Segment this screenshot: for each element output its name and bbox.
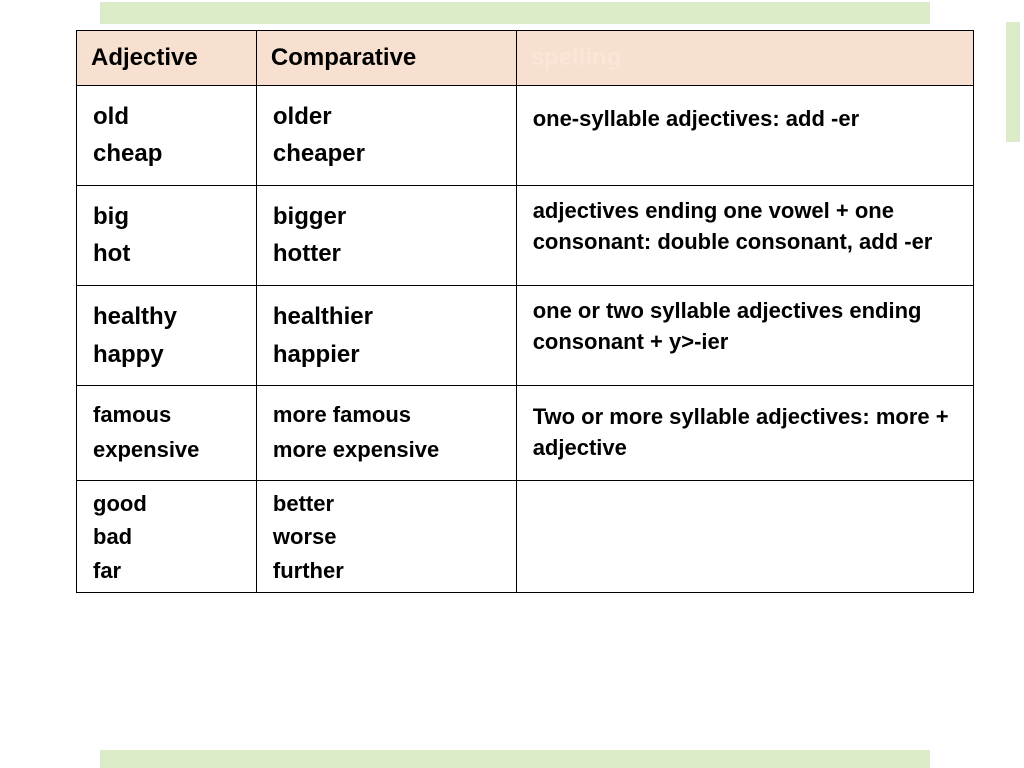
cell-comparative: better worse further [256,480,516,592]
table-row: old cheap older cheaper one-syllable adj… [77,85,974,185]
comparative-word: hotter [273,237,504,271]
comparative-word: healthier [273,300,504,334]
comparative-word: better [273,489,504,519]
cell-comparative: more famous more expensive [256,386,516,481]
comparative-word: happier [273,338,504,372]
comparative-word: bigger [273,200,504,234]
cell-adjective: big hot [77,185,257,285]
adjective-word: expensive [93,435,244,466]
adjective-word: happy [93,338,244,372]
adjective-word: bad [93,522,244,552]
cell-adjective: healthy happy [77,285,257,385]
cell-rule: one or two syllable adjectives ending co… [516,285,973,385]
rule-text: one-syllable adjectives: add -er [533,106,859,131]
rule-text: adjectives ending one vowel + one conson… [533,198,933,254]
cell-adjective: old cheap [77,85,257,185]
cell-comparative: healthier happier [256,285,516,385]
comparative-word: older [273,100,504,134]
cell-rule: one-syllable adjectives: add -er [516,85,973,185]
decoration-bar-bottom [100,750,930,768]
cell-rule: adjectives ending one vowel + one conson… [516,185,973,285]
adjective-word: cheap [93,137,244,171]
comparative-word: worse [273,522,504,552]
adjective-word: far [93,556,244,586]
table-row: good bad far better worse further [77,480,974,592]
comparatives-table: Adjective Comparative spelling old cheap… [76,30,974,593]
table-row: famous expensive more famous more expens… [77,386,974,481]
adjective-word: good [93,489,244,519]
adjective-word: hot [93,237,244,271]
header-spelling: spelling [516,31,973,86]
cell-rule: Two or more syllable adjectives: more + … [516,386,973,481]
decoration-bar-right [1006,22,1020,142]
decoration-bar-top [100,2,930,24]
rule-text: one or two syllable adjectives ending co… [533,298,922,354]
adjective-word: healthy [93,300,244,334]
table-header-row: Adjective Comparative spelling [77,31,974,86]
table-row: big hot bigger hotter adjectives ending … [77,185,974,285]
comparative-word: cheaper [273,137,504,171]
comparative-word: further [273,556,504,586]
table-row: healthy happy healthier happier one or t… [77,285,974,385]
adjective-word: big [93,200,244,234]
cell-comparative: older cheaper [256,85,516,185]
cell-adjective: good bad far [77,480,257,592]
cell-adjective: famous expensive [77,386,257,481]
header-adjective: Adjective [77,31,257,86]
comparative-word: more expensive [273,435,504,466]
cell-comparative: bigger hotter [256,185,516,285]
header-comparative: Comparative [256,31,516,86]
adjective-word: old [93,100,244,134]
adjective-word: famous [93,400,244,431]
comparative-word: more famous [273,400,504,431]
rule-text: Two or more syllable adjectives: more + … [533,404,949,460]
cell-rule [516,480,973,592]
